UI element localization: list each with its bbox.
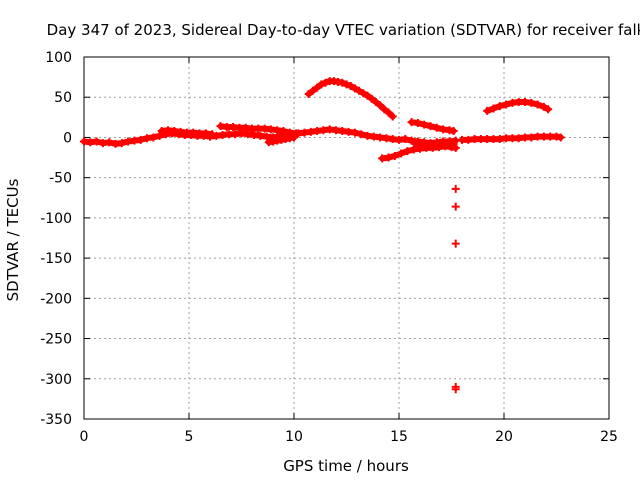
data-point bbox=[451, 184, 460, 193]
y-tick-label: -250 bbox=[40, 332, 72, 348]
data-point bbox=[136, 135, 145, 144]
data-point bbox=[350, 128, 359, 137]
y-tick-label: -50 bbox=[49, 171, 72, 187]
y-axis-label: SDTVAR / TECUs bbox=[4, 178, 22, 301]
data-point bbox=[527, 98, 536, 107]
data-point bbox=[304, 90, 313, 99]
data-point bbox=[384, 153, 393, 162]
y-tick-labels: 100 50 0 -50 -100 -150 -200 -250 -300 -350 bbox=[40, 50, 72, 428]
data-point bbox=[451, 385, 460, 394]
grid-lines bbox=[84, 57, 609, 419]
y-tick-label: -100 bbox=[40, 211, 72, 227]
data-point bbox=[155, 131, 164, 140]
series-arc-lower-8-10h bbox=[264, 133, 298, 147]
data-point bbox=[367, 94, 376, 103]
y-tick-label: -300 bbox=[40, 372, 72, 388]
series-arc-upper-0-6h bbox=[157, 126, 217, 139]
chart-title: Day 347 of 2023, Sidereal Day-to-day VTE… bbox=[47, 21, 640, 39]
data-point bbox=[483, 106, 492, 115]
series-arc-upper-6-10h bbox=[216, 122, 301, 138]
data-point bbox=[350, 84, 359, 93]
series-arc-hump-19-22h bbox=[483, 98, 553, 115]
data-point bbox=[397, 149, 406, 158]
x-tick-label: 15 bbox=[390, 429, 408, 445]
plot-frame bbox=[83, 56, 610, 420]
x-tick-label: 20 bbox=[495, 429, 513, 445]
data-point bbox=[432, 123, 441, 132]
data-point bbox=[413, 118, 422, 127]
data-point bbox=[451, 239, 460, 248]
data-point bbox=[290, 133, 298, 142]
data-point bbox=[338, 78, 347, 87]
data-point bbox=[449, 139, 458, 148]
data-point bbox=[556, 133, 565, 142]
x-tick-label: 25 bbox=[600, 429, 618, 445]
data-point bbox=[279, 127, 288, 136]
data-point bbox=[544, 105, 553, 114]
data-point bbox=[502, 100, 511, 109]
series-arc-mid-15-18h bbox=[407, 118, 458, 136]
y-tick-label: 50 bbox=[54, 90, 72, 106]
data-point bbox=[420, 120, 429, 129]
data-point bbox=[403, 147, 412, 156]
data-point bbox=[371, 98, 380, 107]
data-point bbox=[317, 80, 326, 89]
data-point bbox=[384, 108, 393, 117]
data-point bbox=[208, 130, 217, 139]
data-point bbox=[321, 78, 330, 87]
data-point bbox=[376, 101, 385, 110]
x-tick-label: 5 bbox=[185, 429, 194, 445]
y-tick-label: -350 bbox=[40, 412, 72, 428]
axis-ticks bbox=[83, 56, 610, 420]
data-point bbox=[388, 112, 397, 121]
data-point bbox=[357, 130, 366, 139]
data-point bbox=[495, 102, 504, 111]
data-point bbox=[426, 122, 435, 131]
series-arc-hump-11-15h bbox=[304, 77, 397, 121]
data-point bbox=[342, 80, 351, 89]
y-tick-label: 0 bbox=[63, 130, 72, 146]
series-arc-cluster-16-18h bbox=[411, 139, 458, 150]
data-point bbox=[346, 81, 355, 90]
data-point bbox=[308, 86, 317, 95]
data-point bbox=[449, 127, 458, 136]
data-point bbox=[401, 135, 410, 144]
data-point bbox=[149, 133, 158, 142]
data-point bbox=[313, 83, 322, 92]
series-outliers-17.7h bbox=[451, 184, 460, 394]
data-point bbox=[105, 138, 114, 147]
x-tick-label: 10 bbox=[285, 429, 303, 445]
series-arc-late-18-23h bbox=[458, 132, 565, 144]
x-tick-labels: 0 5 10 15 20 25 bbox=[80, 429, 618, 445]
data-point bbox=[539, 102, 548, 111]
x-tick-label: 0 bbox=[80, 429, 89, 445]
data-point bbox=[489, 104, 498, 113]
data-point bbox=[533, 100, 542, 109]
y-tick-label: 100 bbox=[45, 50, 72, 66]
data-point bbox=[117, 139, 126, 148]
data-points bbox=[80, 77, 565, 394]
data-point bbox=[390, 151, 399, 160]
x-axis-label: GPS time / hours bbox=[283, 457, 409, 475]
data-point bbox=[92, 137, 101, 146]
data-point bbox=[359, 89, 368, 98]
y-tick-label: -150 bbox=[40, 251, 72, 267]
data-point bbox=[355, 86, 364, 95]
data-point bbox=[380, 105, 389, 114]
y-tick-label: -200 bbox=[40, 291, 72, 307]
data-point bbox=[363, 91, 372, 100]
data-point bbox=[451, 202, 460, 211]
